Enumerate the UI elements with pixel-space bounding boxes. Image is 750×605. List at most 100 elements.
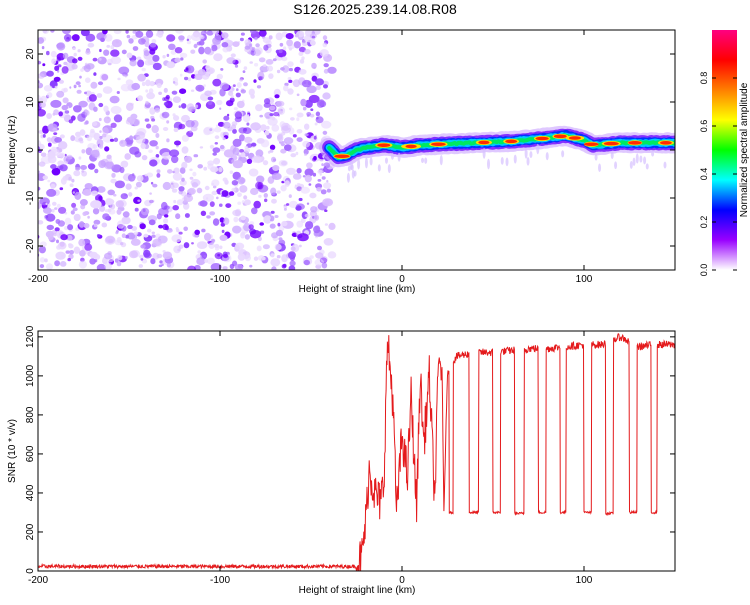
noise-blob — [190, 49, 196, 54]
noise-blob — [208, 242, 215, 250]
noise-blob — [315, 116, 324, 124]
ridge-spur — [397, 152, 401, 162]
ridge-spur — [500, 156, 504, 165]
noise-blob — [244, 45, 251, 50]
noise-blob — [90, 81, 98, 89]
noise-blob — [270, 116, 275, 120]
noise-blob — [235, 92, 241, 98]
noise-blob — [204, 46, 212, 55]
noise-blob — [302, 106, 307, 111]
noise-blob — [71, 202, 77, 208]
noise-blob — [248, 224, 254, 230]
noise-blob — [274, 215, 279, 218]
noise-blob — [90, 200, 102, 209]
noise-blob — [235, 242, 245, 250]
spectrogram-y-tick-label: -10 — [25, 190, 36, 205]
spectrogram-x-tick-label: 100 — [576, 274, 593, 285]
noise-blob — [323, 63, 329, 68]
noise-blob — [73, 170, 81, 177]
noise-blob — [121, 233, 126, 238]
noise-blob — [298, 46, 306, 53]
noise-blob — [113, 137, 119, 142]
noise-blob — [214, 252, 223, 260]
noise-blob — [249, 230, 262, 239]
noise-blob — [322, 35, 328, 41]
noise-blob — [203, 166, 208, 171]
noise-blob — [218, 166, 223, 173]
noise-blob — [151, 39, 157, 44]
noise-blob — [206, 257, 215, 265]
noise-blob — [292, 79, 301, 88]
noise-blob — [108, 239, 114, 243]
noise-blob — [95, 194, 103, 202]
noise-blob — [60, 234, 68, 241]
ridge-spur — [529, 151, 533, 158]
noise-blob — [310, 206, 318, 213]
noise-blob — [97, 81, 104, 86]
noise-blob — [254, 62, 259, 67]
noise-blob — [219, 144, 225, 150]
noise-blob — [316, 187, 322, 192]
noise-blob — [237, 201, 242, 205]
snr-y-tick-label: 400 — [25, 484, 36, 501]
noise-blob — [194, 229, 200, 235]
snr-y-ticks: 0 200 400 600 800 1000 1200 — [25, 325, 675, 574]
noise-blob — [309, 113, 315, 118]
noise-blob — [40, 95, 48, 104]
ridge-spur — [487, 158, 491, 170]
noise-blob — [145, 89, 149, 93]
noise-blob — [304, 49, 311, 55]
noise-blob — [317, 169, 323, 174]
noise-blob — [231, 159, 236, 164]
noise-blob — [155, 154, 160, 158]
noise-blob — [306, 162, 313, 169]
ridge-spur — [561, 150, 565, 158]
ridge-spur — [439, 155, 443, 166]
noise-blob — [38, 94, 41, 101]
ridge-spur — [632, 157, 636, 166]
noise-blob — [171, 188, 178, 193]
noise-blob — [293, 41, 301, 49]
noise-blob — [96, 186, 106, 193]
noise-blob — [79, 75, 82, 79]
noise-blob — [79, 199, 88, 206]
noise-blob — [204, 185, 210, 191]
noise-blob — [113, 30, 122, 35]
noise-blob — [110, 45, 115, 50]
noise-blob — [155, 78, 164, 86]
noise-blob — [216, 73, 223, 80]
noise-blob — [109, 95, 120, 104]
noise-blob — [67, 224, 74, 231]
spectrogram-y-tick-label: 10 — [25, 96, 36, 108]
noise-blob — [239, 78, 244, 82]
noise-blob — [116, 209, 122, 215]
noise-blob — [68, 253, 74, 260]
noise-blob — [144, 173, 148, 177]
noise-blob — [304, 213, 310, 218]
noise-blob — [179, 88, 187, 94]
noise-blob — [212, 152, 217, 156]
noise-blob — [58, 141, 68, 150]
noise-blob — [229, 170, 234, 174]
noise-blob — [128, 192, 133, 197]
noise-blob — [243, 195, 248, 200]
noise-blob — [232, 138, 242, 147]
noise-blob — [62, 97, 69, 104]
ridge-peak — [405, 144, 417, 149]
noise-blob — [92, 207, 100, 215]
noise-blob — [65, 250, 71, 254]
noise-blob — [302, 140, 311, 148]
noise-blob — [300, 98, 307, 107]
noise-blob — [203, 126, 215, 135]
noise-blob — [39, 264, 45, 269]
noise-blob — [203, 254, 207, 258]
noise-blob — [206, 67, 215, 75]
ridge-peak — [505, 139, 518, 144]
noise-blob — [223, 149, 235, 158]
noise-blob — [122, 211, 130, 218]
noise-blob — [239, 185, 248, 193]
noise-blob — [87, 42, 95, 48]
noise-blob — [179, 179, 187, 186]
spectrogram-x-tick-label: -200 — [28, 274, 48, 285]
noise-blob — [180, 57, 184, 61]
